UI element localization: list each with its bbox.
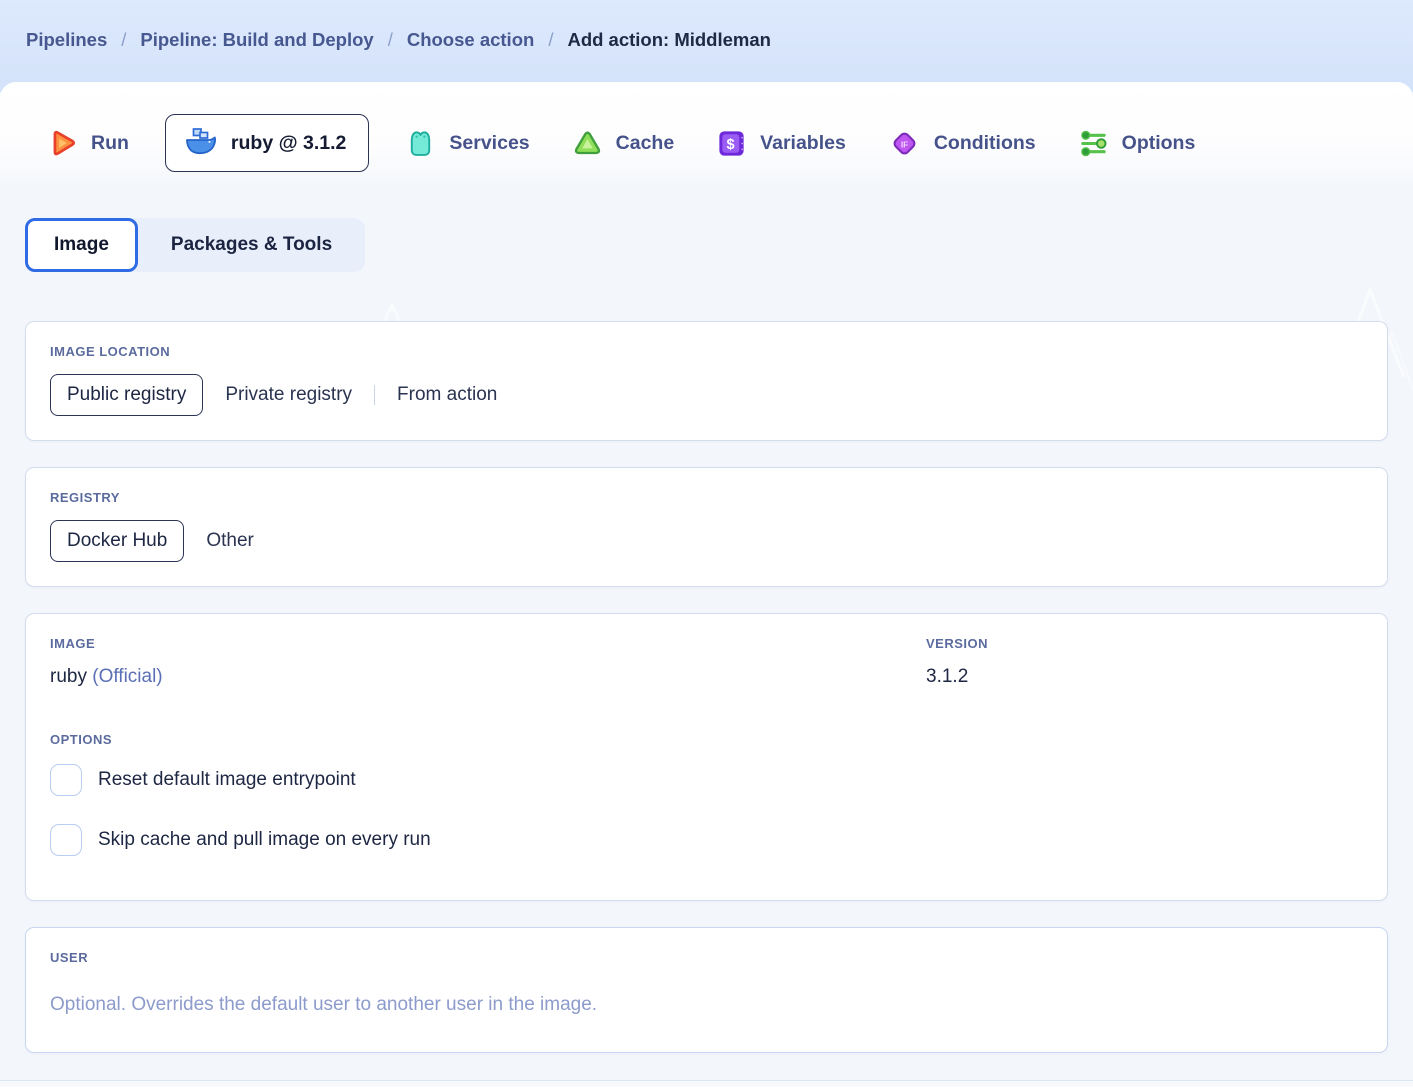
image-location-label: IMAGE LOCATION xyxy=(50,344,171,359)
reset-entrypoint-row: Reset default image entrypoint xyxy=(50,764,1363,796)
breadcrumb-link-choose-action[interactable]: Choose action xyxy=(406,29,535,50)
image-official-badge[interactable]: (Official) xyxy=(92,666,163,687)
tab-label: Variables xyxy=(760,131,846,154)
docker-hub-option[interactable]: Docker Hub xyxy=(50,520,185,562)
tab-services[interactable]: Services xyxy=(405,128,530,159)
conditions-icon: IF xyxy=(888,127,921,160)
from-action-option[interactable]: From action xyxy=(397,384,498,405)
breadcrumb-separator: / xyxy=(121,29,127,50)
version-value: 3.1.2 xyxy=(926,666,969,687)
image-version-grid: IMAGE ruby (Official) VERSION 3.1.2 xyxy=(50,636,1363,732)
option-divider xyxy=(374,385,376,405)
breadcrumb-current-page: Add action: Middleman xyxy=(567,29,771,50)
version-label: VERSION xyxy=(926,636,989,651)
services-icon xyxy=(405,128,436,159)
reset-entrypoint-label: Reset default image entrypoint xyxy=(98,769,356,790)
run-play-icon xyxy=(47,128,78,159)
main-panel: Run ruby @ 3.1.2 Services xyxy=(0,82,1413,1087)
subtab-packages-tools[interactable]: Packages & Tools xyxy=(170,234,333,255)
image-name: ruby xyxy=(50,666,87,687)
breadcrumb-link-pipelines[interactable]: Pipelines xyxy=(26,29,108,50)
breadcrumb: Pipelines / Pipeline: Build and Deploy /… xyxy=(0,0,1413,92)
variables-icon: $ xyxy=(716,128,747,159)
tab-run[interactable]: Run xyxy=(47,128,129,159)
action-tabs: Run ruby @ 3.1.2 Services xyxy=(0,82,1413,190)
tab-label: Cache xyxy=(615,131,675,154)
skip-cache-row: Skip cache and pull image on every run xyxy=(50,824,1363,856)
tab-label: Conditions xyxy=(933,131,1036,154)
tab-ruby-image[interactable]: ruby @ 3.1.2 xyxy=(164,114,370,172)
reset-entrypoint-checkbox[interactable] xyxy=(50,764,82,796)
options-icon xyxy=(1078,128,1109,159)
image-label: IMAGE xyxy=(50,636,96,651)
user-card: USER xyxy=(25,927,1388,1053)
options-label: OPTIONS xyxy=(50,732,113,747)
breadcrumb-separator: / xyxy=(548,29,554,50)
tab-label: Services xyxy=(449,131,530,154)
image-value: ruby (Official) xyxy=(50,666,926,688)
breadcrumb-link-pipeline[interactable]: Pipeline: Build and Deploy xyxy=(140,29,374,50)
settings-cards: IMAGE LOCATION Public registry Private r… xyxy=(0,272,1413,1053)
private-registry-option[interactable]: Private registry xyxy=(225,384,353,405)
breadcrumb-separator: / xyxy=(387,29,393,50)
tab-label: Run xyxy=(91,131,129,154)
skip-cache-label: Skip cache and pull image on every run xyxy=(98,829,431,850)
image-subtabs: Image Packages & Tools xyxy=(25,218,366,272)
other-registry-option[interactable]: Other xyxy=(206,530,254,551)
public-registry-option[interactable]: Public registry xyxy=(50,374,204,416)
registry-label: REGISTRY xyxy=(50,490,120,505)
tab-cache[interactable]: Cache xyxy=(572,128,675,159)
skip-cache-checkbox[interactable] xyxy=(50,824,82,856)
tab-variables[interactable]: $ Variables xyxy=(716,128,846,159)
subtab-image[interactable]: Image xyxy=(25,218,138,272)
image-location-options: Public registry Private registry From ac… xyxy=(50,374,1363,416)
tab-label: Options xyxy=(1121,131,1196,154)
image-options-block: OPTIONS Reset default image entrypoint S… xyxy=(50,732,1363,856)
tab-label: ruby @ 3.1.2 xyxy=(230,131,347,154)
registry-card: REGISTRY Docker Hub Other xyxy=(25,467,1388,587)
image-location-card: IMAGE LOCATION Public registry Private r… xyxy=(25,321,1388,441)
tab-conditions[interactable]: IF Conditions xyxy=(888,127,1036,160)
footer-divider xyxy=(0,1080,1413,1087)
cache-icon xyxy=(572,128,603,159)
docker-icon xyxy=(184,126,218,160)
user-label: USER xyxy=(50,950,89,965)
svg-text:$: $ xyxy=(727,136,735,152)
tab-options[interactable]: Options xyxy=(1078,128,1196,159)
registry-options: Docker Hub Other xyxy=(50,520,1363,562)
user-input[interactable] xyxy=(50,990,1363,1028)
svg-text:IF: IF xyxy=(901,140,908,149)
image-card: IMAGE ruby (Official) VERSION 3.1.2 OPTI… xyxy=(25,613,1388,901)
